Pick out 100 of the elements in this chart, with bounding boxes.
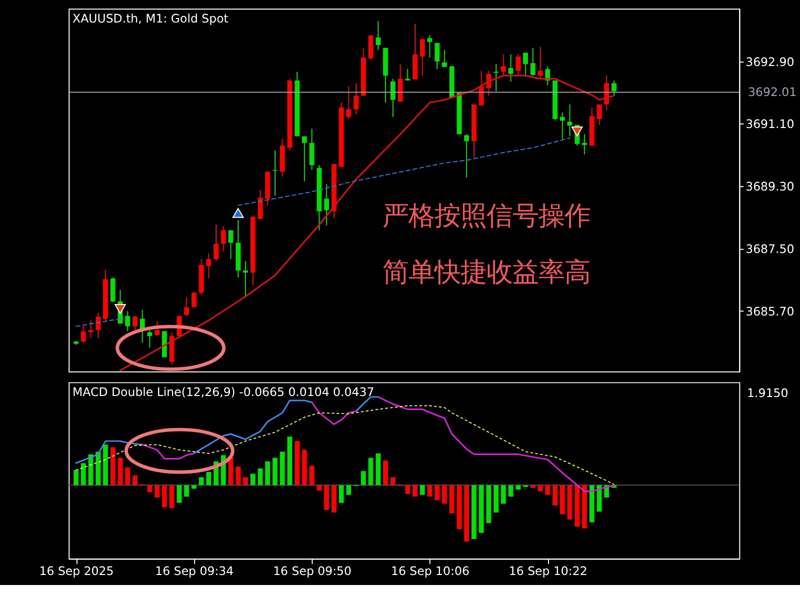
candlestick xyxy=(442,49,447,68)
bar xyxy=(376,453,381,486)
bar xyxy=(309,466,314,486)
point xyxy=(571,126,583,136)
x-tick-label: 16 Sep 10:06 xyxy=(390,564,470,578)
bar xyxy=(331,485,336,513)
candlestick xyxy=(110,276,116,303)
candlestick xyxy=(80,324,86,344)
bar xyxy=(110,447,116,486)
y-tick-label: 3691.10 xyxy=(746,117,794,132)
candlestick xyxy=(530,47,536,76)
line-series xyxy=(119,74,615,372)
bar xyxy=(508,485,514,497)
x-tick-label: 16 Sep 10:22 xyxy=(508,564,588,578)
bar xyxy=(250,474,256,486)
bar xyxy=(427,485,432,497)
bar xyxy=(302,450,307,486)
bar xyxy=(589,485,594,522)
bar xyxy=(530,485,536,488)
bar xyxy=(125,468,130,486)
bar xyxy=(118,458,123,486)
y-tick-label: 3685.70 xyxy=(746,304,794,318)
bar xyxy=(405,485,410,494)
text: 1.9150 xyxy=(747,386,788,400)
bar xyxy=(272,458,278,486)
bar xyxy=(560,485,565,514)
bar xyxy=(368,458,374,486)
bar xyxy=(574,485,580,527)
y-tick-label: 3687.50 xyxy=(746,242,794,256)
bar xyxy=(132,475,138,486)
candlestick xyxy=(434,42,440,70)
candlestick xyxy=(191,291,196,308)
x-tick-label: 16 Sep 09:50 xyxy=(273,564,352,578)
candlestick xyxy=(324,184,329,226)
bar xyxy=(494,485,498,513)
bar xyxy=(169,485,174,508)
candlestick xyxy=(346,86,352,120)
bar xyxy=(96,452,101,486)
bar xyxy=(538,485,543,492)
candlestick xyxy=(567,104,572,137)
candlestick xyxy=(302,136,307,182)
bar xyxy=(500,485,506,504)
candlestick xyxy=(611,80,616,96)
bar xyxy=(582,485,587,528)
candlestick xyxy=(368,34,374,60)
ref-line-label: 3692.01 xyxy=(748,85,797,100)
bar xyxy=(552,485,558,506)
bar xyxy=(280,452,285,486)
candlestick xyxy=(494,64,498,92)
bar xyxy=(324,485,329,510)
candlestick xyxy=(560,112,565,140)
bar xyxy=(176,485,182,503)
candlestick xyxy=(354,82,358,115)
y-tick-label: 3689.30 xyxy=(746,180,794,194)
bar xyxy=(390,477,396,486)
bar xyxy=(147,485,152,492)
annotation: 简单快捷收益率高 xyxy=(382,257,590,288)
bar xyxy=(486,485,492,524)
bar xyxy=(236,466,241,486)
candlestick xyxy=(420,38,425,76)
candlestick xyxy=(220,226,226,252)
candlestick xyxy=(390,78,396,118)
candlestick xyxy=(398,64,403,102)
bar xyxy=(442,485,447,504)
bar xyxy=(316,485,322,490)
candlestick xyxy=(309,128,314,170)
candlestick xyxy=(604,75,610,111)
candlestick xyxy=(464,134,470,178)
annotation: 严格按照信号操作 xyxy=(382,200,590,232)
candlestick xyxy=(214,224,218,262)
y-tick-label: 3692.90 xyxy=(746,54,794,69)
candlestick xyxy=(516,54,521,76)
candlestick xyxy=(376,20,381,50)
bar xyxy=(360,471,366,486)
bar xyxy=(471,485,476,539)
bar xyxy=(243,477,248,486)
x-tick-label: 16 Sep 09:34 xyxy=(155,564,234,578)
candlestick xyxy=(523,52,528,78)
bar xyxy=(338,485,344,503)
bar xyxy=(198,477,204,486)
bar xyxy=(265,461,270,486)
candlestick xyxy=(582,134,587,155)
bar xyxy=(478,485,484,533)
point xyxy=(114,304,126,314)
chart-title: MACD Double Line(12,26,9) -0.0665 0.0104 0.0437 xyxy=(72,384,374,399)
bar xyxy=(206,472,212,486)
x-tick-label: 16 Sep 2025 xyxy=(39,564,114,578)
bar xyxy=(516,485,521,490)
candlestick xyxy=(243,260,248,298)
candlestick xyxy=(596,104,602,126)
bar xyxy=(80,463,86,486)
bar xyxy=(191,485,196,489)
bar xyxy=(567,485,572,520)
candlestick xyxy=(500,54,506,76)
candlestick xyxy=(508,54,514,82)
point xyxy=(232,208,244,218)
candlestick xyxy=(405,68,410,81)
bar xyxy=(258,468,263,486)
bar xyxy=(434,485,440,500)
bar xyxy=(449,485,454,514)
